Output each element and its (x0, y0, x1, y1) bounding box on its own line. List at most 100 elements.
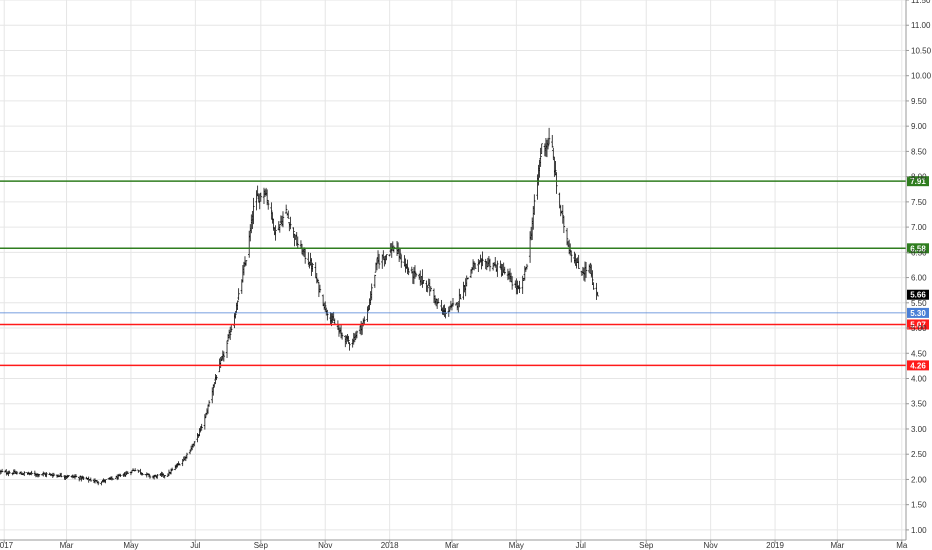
ohlc-bar (525, 263, 529, 270)
ohlc-bar (546, 137, 550, 150)
ohlc-bar (473, 262, 477, 269)
ohlc-bar (539, 147, 542, 167)
ohlc-bar (37, 473, 41, 477)
ohlc-bar (100, 481, 103, 486)
ohlc-bar (200, 423, 203, 431)
x-tick-label: Sep (254, 541, 269, 550)
ohlc-bar (488, 258, 492, 272)
ohlc-bar (429, 286, 433, 292)
y-tick-label: 6.50 (911, 248, 927, 257)
ohlc-bar (451, 297, 455, 307)
ohlc-bar (577, 254, 580, 269)
ohlc-bar (271, 212, 274, 224)
ohlc-bar (74, 474, 78, 478)
ohlc-bar (284, 204, 288, 214)
x-tick-label: 2019 (766, 541, 784, 550)
ohlc-bar (104, 479, 107, 484)
ohlc-bar (510, 276, 514, 290)
horizontal-levels[interactable]: 7.91 6.58 5.30 5.07 4.26 5.66 (0, 176, 929, 371)
y-tick-label: 11.50 (911, 0, 931, 5)
ohlc-bar (589, 262, 592, 275)
ohlc-bar (596, 291, 599, 297)
ohlc-bar (236, 300, 239, 310)
ohlc-bar (370, 283, 373, 301)
ohlc-bar (267, 199, 270, 210)
y-tick-label: 7.50 (911, 198, 927, 207)
level-price-tag (907, 319, 929, 330)
ohlc-bar (278, 224, 282, 233)
ohlc-bar (126, 471, 129, 474)
x-tick-label: Mar (445, 541, 459, 550)
y-tick-label: 10.50 (911, 46, 932, 55)
ohlc-bar (147, 473, 151, 478)
ohlc-bar (554, 161, 557, 176)
ohlc-bar (67, 475, 70, 477)
ohlc-bar (385, 254, 388, 261)
ohlc-bar (580, 270, 584, 276)
ohlc-bar (533, 194, 536, 215)
x-tick-label: Sep (639, 541, 654, 550)
level-price-tag (907, 176, 929, 187)
ohlc-bar (244, 260, 248, 266)
ohlc-bar (119, 473, 122, 478)
ohlc-bar (185, 452, 189, 459)
level-price-label: 5.07 (910, 321, 926, 330)
ohlc-bar (148, 475, 152, 479)
ohlc-bar (316, 278, 320, 283)
y-tick-label: 7.00 (911, 223, 927, 232)
y-tick-label: 9.00 (911, 122, 927, 131)
ohlc-bar (400, 254, 403, 268)
y-tick-label: 8.00 (911, 173, 927, 182)
ohlc-bar (311, 262, 314, 272)
ohlc-bar (340, 332, 344, 340)
ohlc-bar (292, 227, 295, 238)
ohlc-bar (45, 472, 48, 478)
ohlc-bar (287, 210, 290, 219)
ohlc-bar (503, 266, 506, 275)
x-tick-label: Mar (60, 541, 74, 550)
y-tick-label: 4.00 (911, 375, 927, 384)
y-tick-label: 1.00 (911, 526, 927, 535)
ohlc-bar (222, 351, 226, 362)
ohlc-bar (326, 309, 329, 321)
ohlc-bar (426, 285, 429, 293)
ohlc-bar (30, 470, 33, 476)
ohlc-bar (540, 143, 543, 154)
ohlc-bar (562, 216, 566, 234)
ohlc-bar (178, 463, 181, 466)
y-tick-label: 3.50 (911, 400, 927, 409)
ohlc-bar (23, 471, 26, 477)
ohlc-bar (60, 472, 63, 478)
ohlc-bar (156, 474, 159, 479)
ohlc-bar (145, 472, 148, 478)
ohlc-bar (274, 225, 277, 241)
y-axis: 1.00 1.50 2.00 2.50 3.00 3.50 4.00 4.50 5.00 5.50… (905, 0, 932, 540)
ohlc-bar (296, 236, 299, 249)
last-price-tag (907, 289, 929, 300)
ohlc-bar (15, 471, 19, 475)
ohlc-bar (355, 330, 359, 339)
ohlc-bar (437, 298, 440, 304)
level-price-label: 4.26 (910, 361, 926, 370)
ohlc-bar (481, 251, 484, 267)
ohlc-bar (518, 280, 521, 293)
ohlc-bar (422, 279, 425, 284)
ohlc-bar (259, 192, 263, 202)
y-tick-label: 3.00 (911, 425, 927, 434)
ohlc-bar (97, 481, 100, 486)
ohlc-bar (561, 204, 565, 224)
y-tick-label: 8.50 (911, 147, 927, 156)
ohlc-bar (131, 468, 135, 471)
ohlc-bar (110, 476, 114, 481)
x-axis: 2017 Mar May Jul Sep Nov 2018 Mar May Jul Sep Nov 20… (0, 539, 908, 550)
ohlc-bar (347, 335, 350, 344)
ohlc-bar (413, 265, 417, 279)
y-tick-label: 2.50 (911, 450, 927, 459)
y-tick-label: 5.50 (911, 299, 927, 308)
ohlc-bar (318, 284, 322, 293)
ohlc-bar (324, 301, 327, 312)
ohlc-bar (592, 282, 595, 290)
y-tick-label: 11.00 (911, 21, 931, 30)
x-tick-label: Jul (190, 541, 200, 550)
